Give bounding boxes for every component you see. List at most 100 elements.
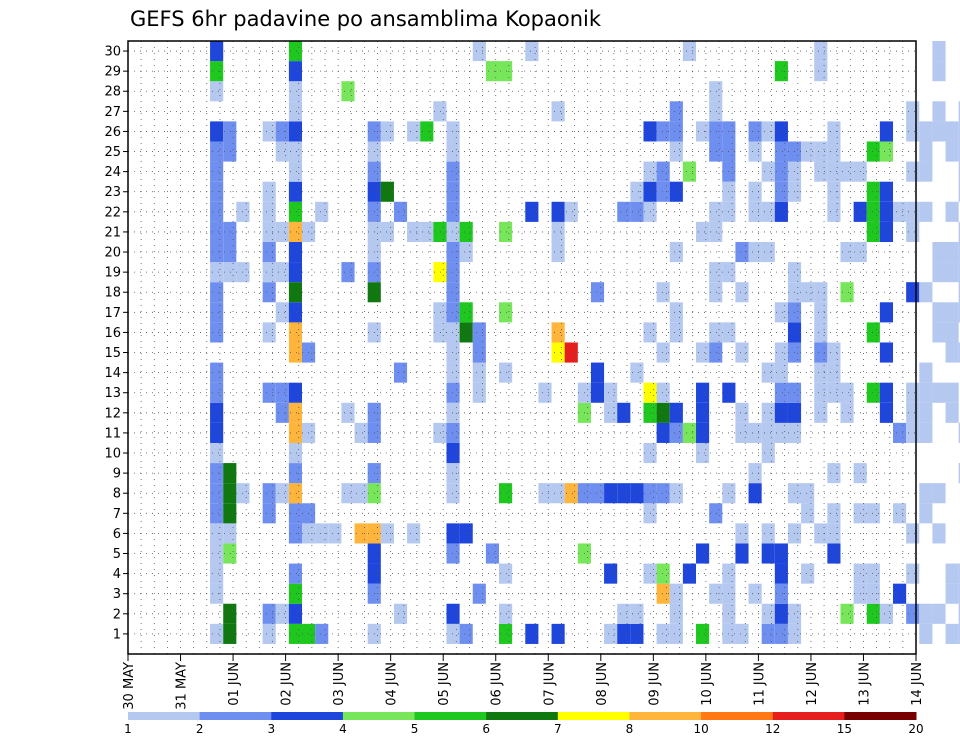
heatmap-cell bbox=[630, 201, 644, 222]
y-tick-label: 19 bbox=[104, 266, 121, 281]
heatmap-cell bbox=[932, 322, 946, 343]
heatmap-cell bbox=[459, 322, 473, 343]
heatmap-cell bbox=[748, 583, 762, 604]
heatmap-cell bbox=[393, 201, 408, 222]
heatmap-cell bbox=[879, 201, 894, 222]
heatmap-cell bbox=[748, 201, 762, 222]
heatmap-cell bbox=[761, 603, 775, 624]
heatmap-cell bbox=[446, 543, 460, 564]
legend-label: 3 bbox=[267, 722, 275, 736]
heatmap-cell bbox=[827, 181, 841, 202]
heatmap-cell bbox=[210, 503, 224, 524]
heatmap-cell bbox=[945, 623, 959, 644]
heatmap-cell bbox=[774, 563, 788, 584]
heatmap-cell bbox=[879, 382, 894, 403]
heatmap-cell bbox=[275, 141, 289, 162]
heatmap-cell bbox=[341, 262, 355, 283]
heatmap-cell bbox=[709, 121, 723, 142]
heatmap-cell bbox=[919, 121, 933, 142]
y-tick-label: 16 bbox=[104, 326, 121, 341]
y-tick-label: 10 bbox=[104, 447, 121, 462]
heatmap-cell bbox=[919, 503, 933, 524]
heatmap-cell bbox=[709, 101, 723, 122]
heatmap-cell bbox=[341, 402, 355, 423]
heatmap-cell bbox=[866, 201, 880, 222]
heatmap-cell bbox=[499, 61, 513, 82]
heatmap-cell bbox=[472, 41, 486, 62]
heatmap-cell bbox=[446, 282, 460, 303]
heatmap-cell bbox=[446, 523, 460, 544]
heatmap-cell bbox=[958, 583, 960, 604]
heatmap-cell bbox=[604, 483, 618, 504]
heatmap-cell bbox=[866, 221, 880, 242]
legend-label: 5 bbox=[411, 722, 419, 736]
heatmap-cell bbox=[262, 262, 276, 283]
x-tick-label: 08 JUN bbox=[595, 662, 610, 706]
heatmap-cell bbox=[945, 342, 959, 363]
heatmap-cell bbox=[210, 543, 224, 564]
x-tick-label: 31 MAY bbox=[175, 662, 190, 710]
y-tick-label: 24 bbox=[104, 165, 121, 180]
heatmap-cell bbox=[827, 523, 841, 544]
heatmap-cell bbox=[709, 81, 723, 102]
heatmap-cell bbox=[210, 41, 224, 62]
heatmap-cell bbox=[210, 141, 224, 162]
heatmap-cell bbox=[656, 181, 670, 202]
heatmap-cell bbox=[696, 623, 710, 644]
heatmap-cell bbox=[472, 583, 486, 604]
x-tick-label: 05 JUN bbox=[437, 662, 452, 706]
heatmap-cell bbox=[761, 241, 775, 263]
heatmap-cell bbox=[801, 141, 815, 162]
heatmap-cell bbox=[590, 382, 605, 403]
heatmap-cell bbox=[958, 241, 960, 263]
heatmap-cell bbox=[866, 322, 880, 343]
heatmap-cell bbox=[827, 201, 841, 222]
heatmap-cell bbox=[446, 463, 460, 484]
heatmap-cell bbox=[735, 623, 749, 644]
heatmap-cell bbox=[656, 121, 670, 142]
heatmap-cells bbox=[210, 41, 960, 644]
heatmap-cell bbox=[814, 362, 828, 383]
heatmap-cell bbox=[288, 161, 303, 182]
heatmap-cell bbox=[262, 322, 276, 343]
x-tick-label: 11 JUN bbox=[752, 662, 767, 706]
heatmap-cell bbox=[288, 181, 303, 202]
heatmap-cell bbox=[945, 382, 959, 403]
heatmap-cell bbox=[958, 342, 960, 363]
heatmap-cell bbox=[551, 483, 565, 504]
heatmap-cell bbox=[590, 483, 605, 504]
heatmap-cell bbox=[669, 181, 683, 202]
heatmap-cell bbox=[919, 201, 933, 222]
heatmap-cell bbox=[958, 563, 960, 584]
heatmap-cell bbox=[262, 503, 276, 524]
heatmap-cell bbox=[223, 121, 237, 142]
heatmap-cell bbox=[433, 262, 447, 283]
heatmap-cell bbox=[656, 402, 670, 423]
heatmap-cell bbox=[840, 603, 854, 624]
heatmap-cell bbox=[446, 623, 460, 644]
heatmap-cell bbox=[919, 402, 933, 423]
heatmap-cell bbox=[288, 322, 303, 343]
heatmap-cell bbox=[288, 583, 303, 604]
heatmap-cell bbox=[669, 141, 683, 162]
heatmap-cell bbox=[433, 322, 447, 343]
heatmap-cell bbox=[288, 382, 303, 403]
heatmap-cell bbox=[682, 161, 697, 182]
heatmap-cell bbox=[630, 623, 644, 644]
heatmap-cell bbox=[945, 583, 959, 604]
heatmap-cell bbox=[682, 563, 697, 584]
heatmap-cell bbox=[354, 523, 368, 544]
heatmap-cell bbox=[485, 61, 500, 82]
y-tick-label: 21 bbox=[104, 225, 121, 240]
legend-swatch bbox=[629, 712, 702, 720]
heatmap-cell bbox=[525, 41, 539, 62]
heatmap-cell bbox=[288, 101, 303, 122]
heatmap-cell bbox=[275, 603, 289, 624]
heatmap-cell bbox=[774, 583, 788, 604]
heatmap-cell bbox=[801, 483, 815, 504]
heatmap-cell bbox=[275, 483, 289, 504]
heatmap-cell bbox=[709, 262, 723, 283]
heatmap-cell bbox=[774, 161, 788, 182]
y-tick-label: 11 bbox=[104, 426, 121, 441]
chart-title: GEFS 6hr padavine po ansamblima Kopaonik bbox=[130, 7, 602, 31]
